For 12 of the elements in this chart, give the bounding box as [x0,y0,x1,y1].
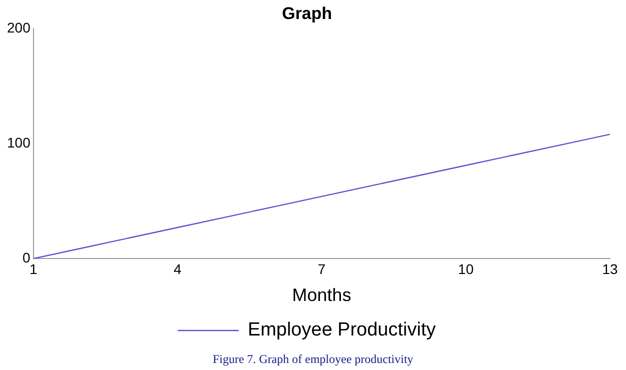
x-tick-label: 7 [318,260,326,277]
y-tick-label: 200 [7,19,31,36]
x-tick-label: 1 [29,260,38,277]
x-tick-label: 13 [602,260,618,277]
legend-label: Employee Productivity [248,320,436,341]
y-tick-label: 0 [22,249,31,266]
x-tick-label: 10 [458,260,474,277]
x-axis-title: Months [292,285,352,306]
caption: Figure 7. Graph of employee productivity [212,352,414,367]
y-tick-label: 100 [7,134,31,150]
x-tick-label: 4 [174,260,182,277]
chart-title: Graph [282,4,332,23]
